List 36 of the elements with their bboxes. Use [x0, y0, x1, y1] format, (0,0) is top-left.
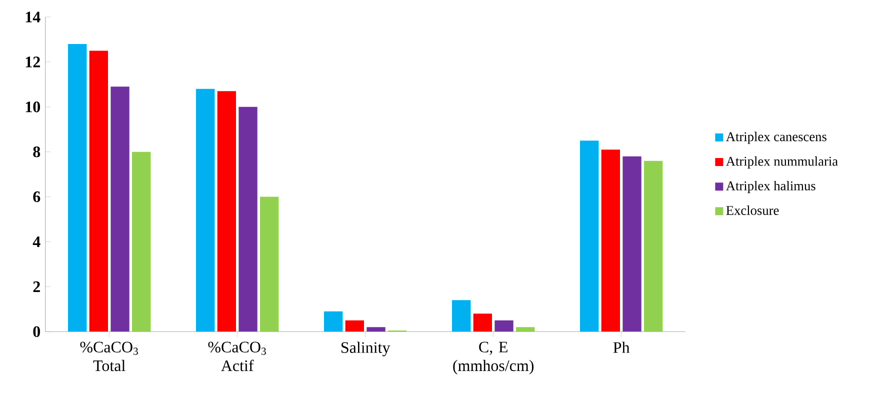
bar	[68, 44, 87, 332]
bar	[366, 327, 386, 332]
bar	[196, 88, 215, 332]
bar	[132, 152, 151, 332]
y-tick-label: 14	[26, 12, 40, 22]
y-tick-label: 6	[33, 191, 40, 202]
x-tick-label: %CaCO$_{3}$ Actif	[208, 342, 266, 372]
bar	[516, 327, 535, 332]
legend-label: Atriplex nummularia	[726, 156, 838, 168]
bar	[260, 196, 279, 332]
y-tick-label: 2	[33, 281, 40, 292]
bar	[473, 314, 492, 332]
x-tick-label: %CaCO$_{3}$ Total	[80, 342, 138, 372]
x-tick-label: Salinity	[342, 342, 390, 356]
y-tick-label: 12	[26, 56, 40, 68]
y-tick-label: 0	[33, 326, 40, 338]
bar	[89, 50, 108, 332]
legend-label: Atriplex halimus	[726, 180, 816, 194]
bar	[494, 320, 514, 332]
bar	[580, 140, 599, 332]
y-tick-label: 8	[33, 146, 40, 158]
y-tick-label: 4	[32, 236, 40, 248]
bar	[622, 156, 642, 332]
bar	[345, 320, 364, 332]
bar	[452, 300, 471, 332]
bar	[217, 91, 236, 332]
bar	[324, 311, 343, 332]
x-tick-label: C, E (mmhos/cm)	[453, 342, 534, 374]
bar	[644, 160, 663, 332]
x-tick-label: Ph	[613, 342, 630, 353]
legend-label: Exclosure	[726, 206, 779, 215]
y-tick-label: 10	[26, 101, 40, 112]
bar	[110, 86, 130, 332]
bar	[601, 150, 620, 332]
bar	[238, 106, 258, 332]
legend-label: Atriplex canescens	[726, 132, 826, 144]
